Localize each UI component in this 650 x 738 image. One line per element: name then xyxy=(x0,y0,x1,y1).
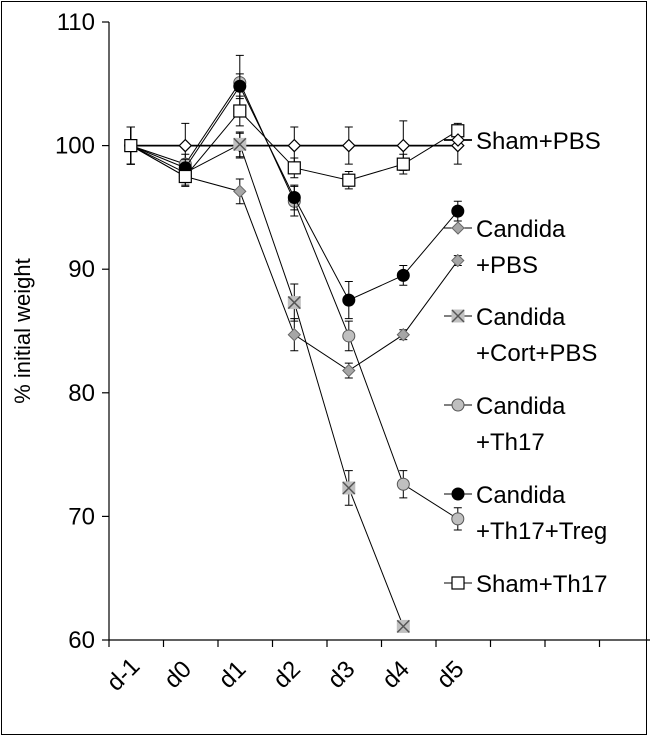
legend-label-candida-th17: +Th17 xyxy=(476,429,545,456)
point-candida-cort-pbs-cross xyxy=(233,137,247,151)
x-tick-label: d1 xyxy=(214,656,252,694)
point-candida-pbs xyxy=(233,184,247,199)
point-candida-cort-pbs-cross xyxy=(396,619,410,633)
legend-marker-candida-pbs xyxy=(451,221,465,235)
point-candida-cort-pbs-cross xyxy=(342,481,356,495)
legend-label-sham-th17: Sham+Th17 xyxy=(476,571,607,598)
y-tick-label: 60 xyxy=(68,627,95,654)
series-line-candida-cort-pbs xyxy=(130,143,404,627)
y-tick-label: 90 xyxy=(68,256,95,283)
point-sham-pbs xyxy=(341,138,356,153)
x-tick-label: d-1 xyxy=(102,653,146,697)
point-candida-th17 xyxy=(396,477,410,491)
x-tick-label: d4 xyxy=(377,656,415,694)
legend-label-candida-cort-pbs: +Cort+PBS xyxy=(476,340,597,367)
x-tick-label: d3 xyxy=(323,656,361,694)
point-candida-th17-treg xyxy=(233,79,247,93)
point-sham-pbs xyxy=(178,138,193,153)
legend-label-sham-pbs: Sham+PBS xyxy=(476,128,601,155)
legend-marker-sham-th17 xyxy=(451,576,465,590)
legend-label-candida-pbs: +PBS xyxy=(476,252,538,279)
y-axis-title: % initial weight xyxy=(10,258,35,404)
legend-label-candida-th17-treg: Candida xyxy=(476,482,566,509)
point-candida-pbs xyxy=(342,363,356,378)
point-sham-th17 xyxy=(178,169,192,184)
legend-marker-candida-cort-pbs-cross xyxy=(451,309,465,323)
legend-marker-sham-pbs xyxy=(451,133,465,147)
x-tick-label: d0 xyxy=(159,656,197,694)
legend-label-candida-pbs: Candida xyxy=(476,216,566,243)
point-candida-th17-treg xyxy=(396,268,410,282)
point-sham-pbs xyxy=(287,138,302,153)
y-tick-label: 100 xyxy=(55,133,95,160)
y-tick-label: 70 xyxy=(68,503,95,530)
legend-label-candida-cort-pbs: Candida xyxy=(476,304,566,331)
x-tick-label: d5 xyxy=(432,656,470,694)
legend-label-candida-th17-treg: +Th17+Treg xyxy=(476,518,607,545)
point-candida-pbs xyxy=(396,328,411,342)
legend-marker-candida-th17 xyxy=(451,398,465,412)
point-sham-th17 xyxy=(396,157,410,171)
point-sham-th17 xyxy=(342,173,356,187)
point-candida-th17-treg xyxy=(342,293,356,307)
point-sham-th17 xyxy=(124,139,138,153)
point-candida-th17-treg xyxy=(287,191,301,205)
legend-label-candida-th17: Candida xyxy=(476,393,566,420)
x-tick-label: d2 xyxy=(268,656,306,694)
point-sham-th17 xyxy=(287,161,301,175)
point-candida-th17 xyxy=(342,329,356,343)
point-sham-th17 xyxy=(233,104,247,118)
y-tick-label: 80 xyxy=(68,380,95,407)
legend-marker-candida-th17-treg xyxy=(451,487,465,501)
point-candida-pbs xyxy=(287,328,302,342)
point-candida-pbs xyxy=(451,253,465,268)
point-candida-th17-treg xyxy=(451,204,465,218)
point-candida-th17 xyxy=(451,512,465,526)
y-tick-label: 110 xyxy=(57,9,95,36)
point-candida-cort-pbs-cross xyxy=(287,296,301,310)
point-sham-pbs xyxy=(396,138,411,153)
